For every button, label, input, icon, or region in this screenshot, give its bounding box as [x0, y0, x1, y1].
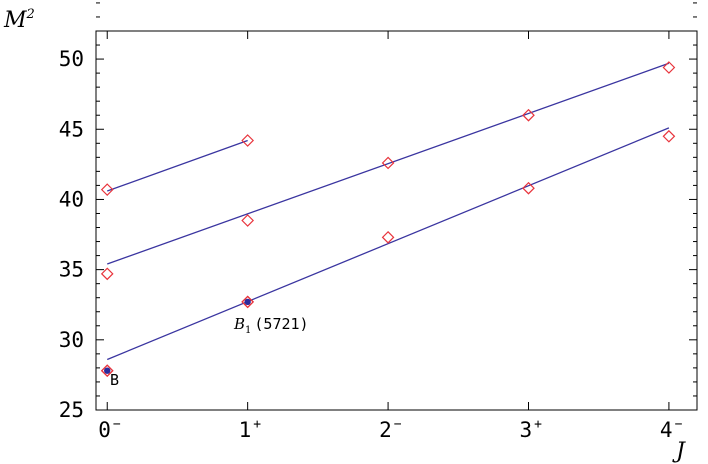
data-point-series-2 — [662, 61, 676, 74]
y-tick-label: 35 — [59, 258, 84, 282]
fit-lines — [106, 62, 670, 361]
x-tick-label: 2− — [379, 417, 402, 442]
experimental-point — [244, 298, 251, 306]
y-tick-label: 45 — [59, 117, 84, 141]
fit-line-2 — [107, 62, 670, 265]
data-point-series-2 — [100, 267, 114, 281]
data-point-series-2 — [381, 156, 395, 170]
experimental-point — [104, 367, 111, 374]
x-tick-label-number: 2 — [379, 418, 392, 442]
x-tick-label-parity: + — [534, 417, 542, 432]
plot-border — [95, 30, 698, 411]
experimental-point-outline — [241, 295, 255, 309]
annotation-b1-base: B — [233, 315, 245, 333]
y-tick-label: 40 — [59, 187, 84, 211]
x-tick-label: 3 + — [519, 417, 542, 442]
data-point-series-1 — [100, 183, 114, 196]
x-axis-title: J — [672, 439, 686, 464]
experimental-point-outline — [100, 364, 114, 378]
y-axis-title: M2 — [3, 7, 35, 33]
y-axis-title-base: M — [3, 8, 27, 33]
y-tick-label: 30 — [59, 328, 84, 352]
x-tick-label-parity: − — [675, 417, 683, 432]
annotation-b1-sub: 1 — [245, 325, 251, 336]
x-tick-label-parity: + — [253, 417, 261, 432]
x-tick-label-parity: − — [394, 417, 402, 432]
data-point-series-2 — [522, 108, 535, 122]
data-points — [100, 61, 676, 378]
data-point-series-3 — [381, 230, 395, 244]
x-tick-label: 4− — [660, 417, 683, 442]
fit-line-1 — [107, 139, 248, 192]
data-point-series-3 — [522, 181, 535, 195]
y-tick-label: 25 — [59, 398, 84, 422]
x-tick-label-number: 1 — [239, 418, 252, 442]
x-tick-label: 1 + — [239, 417, 262, 442]
x-tick-label-number: 0 — [98, 418, 111, 442]
annotation-b1: B1 (5721) — [233, 315, 309, 336]
data-point-series-2 — [241, 214, 255, 227]
x-tick-label-number: 4 — [660, 418, 673, 442]
annotation-b1-rest: (5721) — [254, 315, 308, 333]
annotation-b: B — [110, 371, 119, 389]
data-point-series-3 — [662, 129, 676, 143]
x-tick-label-parity: − — [113, 417, 121, 432]
y-tick-label: 50 — [59, 47, 84, 71]
plot-frame — [95, 30, 698, 411]
data-point-series-1 — [241, 134, 255, 147]
x-tick-label: 0− — [98, 417, 121, 442]
x-tick-label-number: 3 — [519, 418, 532, 442]
y-axis-title-sup: 2 — [26, 7, 35, 22]
